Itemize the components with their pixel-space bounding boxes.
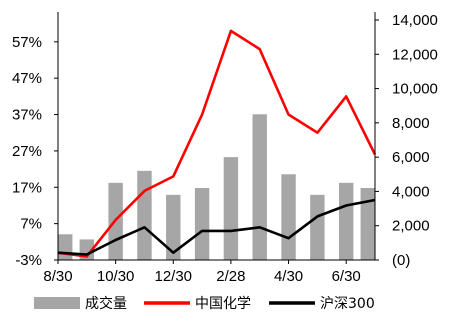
left-tick-label: 7%: [20, 216, 42, 233]
legend-swatch-bar: [34, 297, 80, 309]
volume-bars: [58, 114, 375, 261]
volume-bar: [360, 188, 375, 260]
left-tick-label: -3%: [15, 252, 42, 269]
volume-bar: [223, 157, 239, 260]
left-tick-label: 27%: [12, 143, 42, 160]
volume-bar: [310, 194, 325, 260]
left-tick-label: 37%: [12, 107, 42, 124]
right-tick-label: 8,000: [392, 115, 430, 132]
legend-label: 沪深300: [320, 296, 375, 312]
left-tick-label: 17%: [12, 179, 42, 196]
right-tick-label: 14,000: [392, 12, 438, 29]
china-chemical-line: [57, 29, 377, 258]
legend-label: 成交量: [85, 295, 127, 312]
right-tick-label: (0): [392, 252, 410, 269]
x-tick-label: 2/28: [216, 268, 245, 285]
x-tick-label: 6/30: [332, 268, 361, 285]
volume-bar: [252, 114, 267, 261]
volume-bar: [281, 174, 296, 260]
left-tick-label: 57%: [12, 34, 42, 51]
right-tick-label: 12,000: [392, 46, 438, 63]
legend-label: 中国化学: [195, 296, 251, 312]
right-tick-label: 2,000: [392, 218, 430, 235]
volume-bar: [338, 182, 354, 260]
series-lines: [57, 29, 377, 258]
left-tick-label: 47%: [12, 70, 42, 87]
volume-bar: [58, 234, 73, 260]
x-tick-label: 8/30: [43, 268, 72, 285]
x-tick-label: 4/30: [274, 268, 303, 285]
volume-bar: [137, 170, 152, 260]
x-tick-label: 10/30: [97, 268, 135, 285]
x-tick-label: 12/30: [154, 268, 192, 285]
right-tick-label: 4,000: [392, 183, 430, 200]
volume-bar: [194, 188, 210, 260]
legend: 成交量 中国化学 沪深300: [34, 295, 375, 312]
volume-bar: [166, 194, 181, 260]
right-tick-label: 10,000: [392, 81, 438, 98]
axes: -3% 7% 17% 27% 37% 47% 57% 14,000 12,000 10,000 8,…: [12, 12, 438, 285]
right-tick-label: 6,000: [392, 149, 430, 166]
csi300-line: [57, 198, 376, 256]
